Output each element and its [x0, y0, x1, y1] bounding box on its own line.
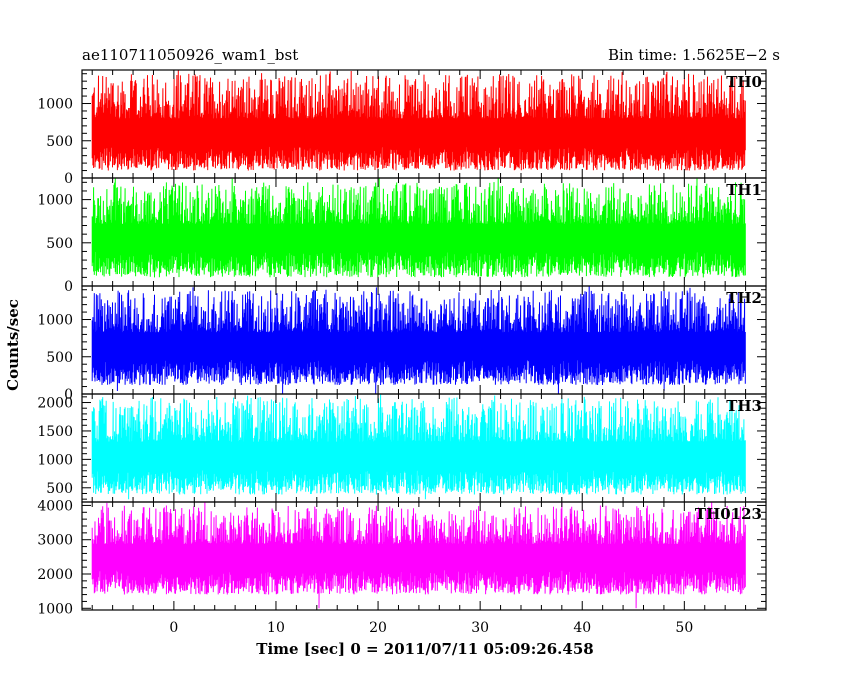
chart-title: ae110711050926_wam1_bst	[82, 46, 298, 64]
x-tick-label: 40	[573, 620, 591, 636]
x-tick-label: 20	[369, 620, 387, 636]
y-tick-label: 1500	[37, 424, 73, 440]
panel-th3: 500 1000 1500 2000 TH3	[37, 393, 767, 503]
y-tick-label: 1000	[37, 452, 73, 468]
x-axis-label: Time [sec] 0 = 2011/07/11 05:09:26.458	[256, 640, 593, 658]
series-th0	[91, 70, 746, 171]
y-tick-label: 500	[46, 350, 73, 366]
y-tick-label: 500	[46, 134, 73, 150]
y-tick-label: 1000	[37, 313, 73, 329]
panel-th0: 0 500 1000 TH0	[37, 69, 767, 187]
panel-frame	[81, 501, 767, 611]
x-tick-label: 30	[471, 620, 489, 636]
y-tick-label: 1000	[37, 193, 73, 209]
panel-th2: 0 500 1000 TH2	[37, 285, 767, 403]
y-axis-label: Counts/sec	[4, 299, 22, 391]
y-tick-label: 500	[46, 236, 73, 252]
panel-label-th3: TH3	[726, 397, 762, 415]
x-tick-label: 50	[675, 620, 693, 636]
y-tick-label: 2000	[37, 567, 73, 583]
panel-label-th1: TH1	[726, 181, 762, 199]
y-tick-label: 0	[64, 171, 73, 187]
panel-th1: 0 500 1000 TH1	[37, 177, 767, 295]
y-tick-label: 4000	[37, 498, 73, 514]
y-tick-label: 1000	[37, 97, 73, 113]
series-th1	[91, 178, 746, 278]
y-tick-label: 2000	[37, 396, 73, 412]
y-tick-label: 0	[64, 279, 73, 295]
panel-label-th2: TH2	[726, 289, 762, 307]
chart-subtitle: Bin time: 1.5625E−2 s	[608, 46, 780, 64]
panels-group: 05001000TH005001000TH105001000TH25001000…	[37, 69, 767, 617]
panel-label-th0123: TH0123	[695, 505, 762, 523]
y-tick-label: 500	[46, 481, 73, 497]
x-tick-label: 10	[267, 620, 285, 636]
panel-label-th0: TH0	[726, 73, 762, 91]
x-axis: 0 10 20 30 40 50	[169, 620, 693, 636]
series-th2	[91, 286, 746, 394]
series-th3	[91, 394, 746, 500]
series-th0123	[91, 502, 746, 609]
y-tick-label: 0	[64, 387, 73, 403]
y-tick-label: 3000	[37, 533, 73, 549]
y-tick-label: 1000	[37, 601, 73, 617]
panel-th0123: 1000 2000 3000 4000 TH0123	[37, 498, 767, 617]
x-tick-label: 0	[169, 620, 178, 636]
